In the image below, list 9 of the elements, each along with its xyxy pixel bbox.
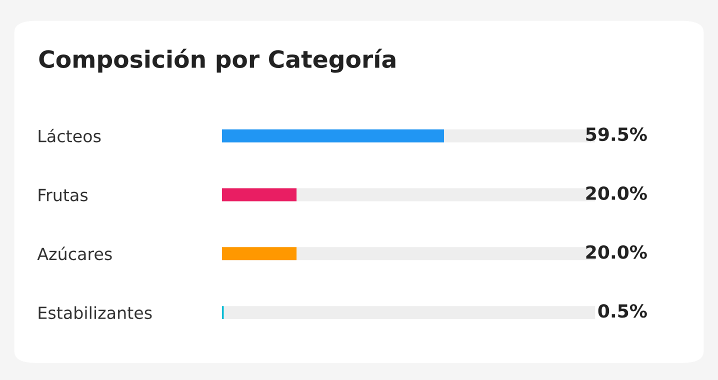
data-label: 20.0% bbox=[586, 186, 647, 200]
data-label: 59.5% bbox=[586, 127, 647, 142]
y-tick-label: Azúcares bbox=[37, 246, 112, 260]
chart-title: Composición por Categoría bbox=[39, 48, 396, 73]
y-tick-label: Frutas bbox=[38, 188, 88, 202]
data-label: 0.5% bbox=[598, 304, 647, 318]
y-tick-label: Lácteos bbox=[38, 128, 101, 142]
y-tick-label: Estabilizantes bbox=[38, 306, 152, 320]
data-label: 20.0% bbox=[586, 245, 647, 259]
